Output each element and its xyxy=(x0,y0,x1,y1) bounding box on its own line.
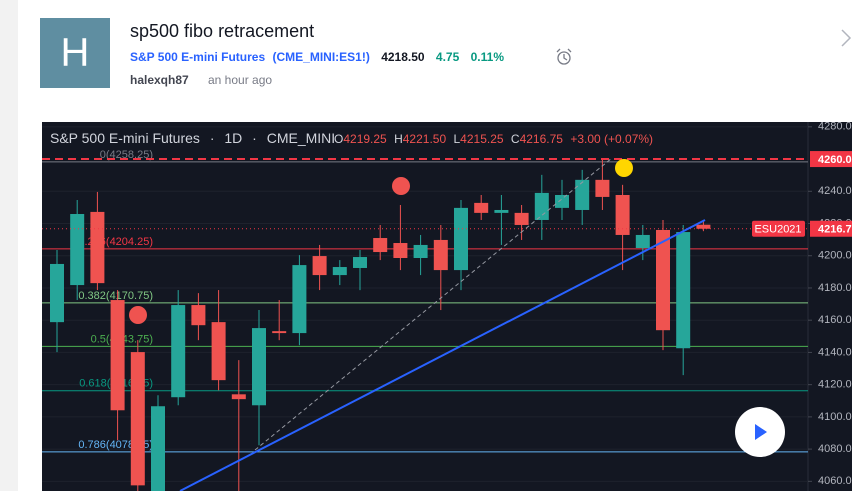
fib-label: 0.236(4204.25) xyxy=(78,236,153,248)
price-label: 4260.0 xyxy=(818,154,852,166)
candle-body xyxy=(171,305,186,398)
candle-body xyxy=(474,202,489,213)
candle-body xyxy=(696,224,711,229)
last-price-box xyxy=(810,220,852,237)
ohlc-legend: O4219.25 H4221.50 L4215.25 C4216.75 +3.0… xyxy=(334,132,653,146)
ohlc-key: L xyxy=(453,132,460,146)
legend-exchange: CME_MINI xyxy=(267,130,335,146)
candle-body xyxy=(393,243,408,258)
marker-dot[interactable] xyxy=(392,177,410,195)
candle-body xyxy=(130,352,145,486)
plot-area: 0(4258.25)0.236(4204.25)0.382(4170.75)0.… xyxy=(42,126,808,491)
price-label-box xyxy=(810,151,852,168)
candle-body xyxy=(50,263,64,323)
y-tick-label: 4140.0 xyxy=(818,346,852,358)
change-pct: 0.11% xyxy=(471,50,505,64)
candle-body xyxy=(211,322,226,381)
symbol-label: ESU2021 xyxy=(754,224,801,236)
candle-body xyxy=(575,179,590,210)
drawings xyxy=(129,157,706,491)
legend-symbol: S&P 500 E-mini Futures xyxy=(50,130,200,146)
separator: · xyxy=(210,130,215,146)
ohlc-key: H xyxy=(394,132,403,146)
y-tick-label: 4080.0 xyxy=(818,443,852,455)
ohlc-key: C xyxy=(511,132,520,146)
candle-body xyxy=(312,256,327,276)
symbol-code[interactable]: (CME_MINI:ES1!) xyxy=(273,50,370,64)
candle-body xyxy=(656,229,670,331)
symbol-name[interactable]: S&P 500 E-mini Futures xyxy=(130,50,265,64)
candle-body xyxy=(494,209,509,213)
candle-body xyxy=(635,234,650,249)
ohlc-value: 4216.75 xyxy=(520,132,564,146)
candle-body xyxy=(231,394,246,400)
change: 4.75 xyxy=(436,50,460,64)
marker-dot[interactable] xyxy=(615,159,633,177)
alert-icon[interactable] xyxy=(556,48,572,65)
last-price-label: 4216.7 xyxy=(818,224,852,236)
trend-line[interactable] xyxy=(179,219,706,491)
candle-body xyxy=(252,328,266,406)
separator: · xyxy=(252,130,257,146)
candle-body xyxy=(353,257,367,268)
candle-body xyxy=(90,211,105,284)
symbol-label-box xyxy=(752,220,805,237)
idea-title[interactable]: sp500 fibo retracement xyxy=(130,21,314,41)
ohlc-change: +3.00 (+0.07%) xyxy=(570,132,653,146)
y-tick-label: 4240.0 xyxy=(818,185,852,197)
candle-body xyxy=(191,305,206,326)
y-tick-label: 4200.0 xyxy=(818,250,852,262)
candle-body xyxy=(615,194,630,235)
author[interactable]: halexqh87 xyxy=(130,73,189,87)
next-arrow[interactable] xyxy=(841,29,852,47)
candle-body xyxy=(151,406,165,491)
left-strip xyxy=(0,0,18,491)
avatar[interactable] xyxy=(40,18,110,88)
ohlc-value: 4215.25 xyxy=(460,132,504,146)
timestamp: an hour ago xyxy=(208,73,272,87)
candle-body xyxy=(332,267,347,276)
ohlc-key: O xyxy=(334,132,343,146)
candle-body xyxy=(433,239,448,271)
ohlc-value: 4221.50 xyxy=(403,132,447,146)
candle-body xyxy=(595,179,610,197)
avatar-letter: H xyxy=(61,31,90,75)
candle-body xyxy=(373,238,388,253)
ohlc-value: 4219.25 xyxy=(343,132,387,146)
candle-body xyxy=(413,244,428,258)
candle-body xyxy=(514,212,529,225)
symbol-line: S&P 500 E-mini Futures (CME_MINI:ES1!) 4… xyxy=(130,50,504,64)
legend-interval: 1D xyxy=(224,130,242,146)
marker-dot[interactable] xyxy=(129,306,147,324)
candle-body xyxy=(454,207,468,271)
candle-body xyxy=(676,232,691,349)
price: 4218.50 xyxy=(381,50,425,64)
price-axis: 4060.0 4080.0 4100.0 4120.0 4140.0 4160.0 4180… xyxy=(752,121,852,487)
candle-body xyxy=(272,331,287,334)
candle-body xyxy=(70,214,85,286)
candle-body xyxy=(534,192,549,220)
play-button[interactable] xyxy=(735,407,785,457)
y-tick-label: 4280.0 xyxy=(818,121,852,133)
y-tick-label: 4160.0 xyxy=(818,314,852,326)
y-tick-label: 4060.0 xyxy=(818,475,852,487)
candle-body xyxy=(292,265,307,334)
y-tick-label: 4120.0 xyxy=(818,379,852,391)
candle-body xyxy=(555,194,569,208)
fib-label: 0.382(4170.75) xyxy=(78,290,153,302)
y-tick-label: 4100.0 xyxy=(818,411,852,423)
fib-label: 0(4258.25) xyxy=(100,149,153,161)
chart-legend: S&P 500 E-mini Futures · 1D · CME_MINI xyxy=(50,130,335,146)
y-tick-label: 4180.0 xyxy=(818,282,852,294)
candle-body xyxy=(110,300,125,411)
